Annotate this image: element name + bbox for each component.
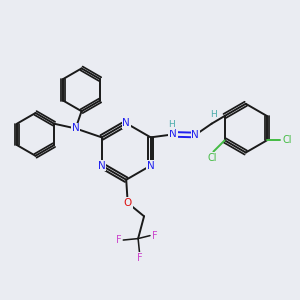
Text: H: H bbox=[168, 120, 175, 129]
Text: N: N bbox=[191, 130, 199, 140]
Text: H: H bbox=[210, 110, 217, 119]
Text: F: F bbox=[137, 253, 142, 263]
Text: N: N bbox=[169, 129, 177, 140]
Text: O: O bbox=[124, 198, 132, 208]
Text: N: N bbox=[147, 160, 154, 171]
Text: N: N bbox=[122, 118, 130, 128]
Text: F: F bbox=[152, 231, 157, 241]
Text: N: N bbox=[98, 160, 106, 171]
Text: F: F bbox=[116, 235, 122, 245]
Text: N: N bbox=[72, 124, 80, 134]
Text: Cl: Cl bbox=[282, 135, 292, 145]
Text: Cl: Cl bbox=[208, 153, 217, 163]
